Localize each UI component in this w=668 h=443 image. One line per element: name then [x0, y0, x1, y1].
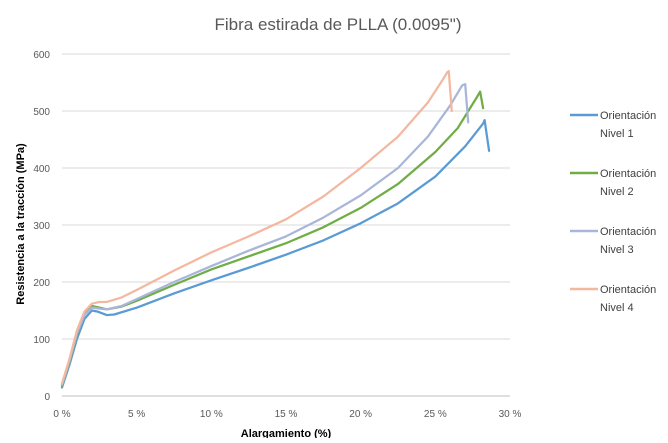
grid-layer — [62, 54, 510, 396]
x-tick-label: 15 % — [275, 409, 298, 420]
x-tick-label: 25 % — [424, 409, 447, 420]
legend-label: Orientación — [600, 168, 656, 180]
y-tick-label: 100 — [33, 335, 50, 346]
legend-label: Nivel 4 — [600, 302, 634, 314]
y-axis-label: Resistencia a la tracción (MPa) — [15, 143, 27, 305]
series-line-2 — [62, 92, 483, 386]
y-tick-label: 300 — [33, 221, 50, 232]
legend-label: Orientación — [600, 284, 656, 296]
y-tick-label: 200 — [33, 278, 50, 289]
x-tick-label: 20 % — [349, 409, 372, 420]
series-line-4 — [62, 71, 452, 383]
legend-label: Orientación — [600, 110, 656, 122]
series-layer — [62, 71, 489, 387]
x-tick-label: 10 % — [200, 409, 223, 420]
y-tick-label: 0 — [44, 392, 50, 403]
y-tick-label: 600 — [33, 50, 50, 61]
legend-item-3[interactable]: Orientación Nivel 3 — [570, 226, 656, 256]
series-line-3 — [62, 84, 468, 384]
chart-title: Fibra estirada de PLLA (0.0095") — [214, 15, 461, 34]
x-tick-label: 5 % — [128, 409, 145, 420]
tick-layer: 0 100 200 300 400 500 600 0 % 5 % 10 % 15 % 20 % 25 … — [33, 50, 521, 420]
legend-item-1[interactable]: Orientación Nivel 1 — [570, 110, 656, 140]
x-axis-label: Alargamiento (%) — [241, 428, 332, 438]
legend-item-2[interactable]: Orientación Nivel 2 — [570, 168, 656, 198]
x-tick-label: 30 % — [499, 409, 522, 420]
legend-label: Nivel 1 — [600, 128, 634, 140]
y-tick-label: 500 — [33, 107, 50, 118]
x-tick-label: 0 % — [53, 409, 70, 420]
legend-item-4[interactable]: Orientación Nivel 4 — [570, 284, 656, 314]
legend-label: Nivel 3 — [600, 244, 634, 256]
legend-label: Orientación — [600, 226, 656, 238]
y-tick-label: 400 — [33, 164, 50, 175]
legend-label: Nivel 2 — [600, 186, 634, 198]
